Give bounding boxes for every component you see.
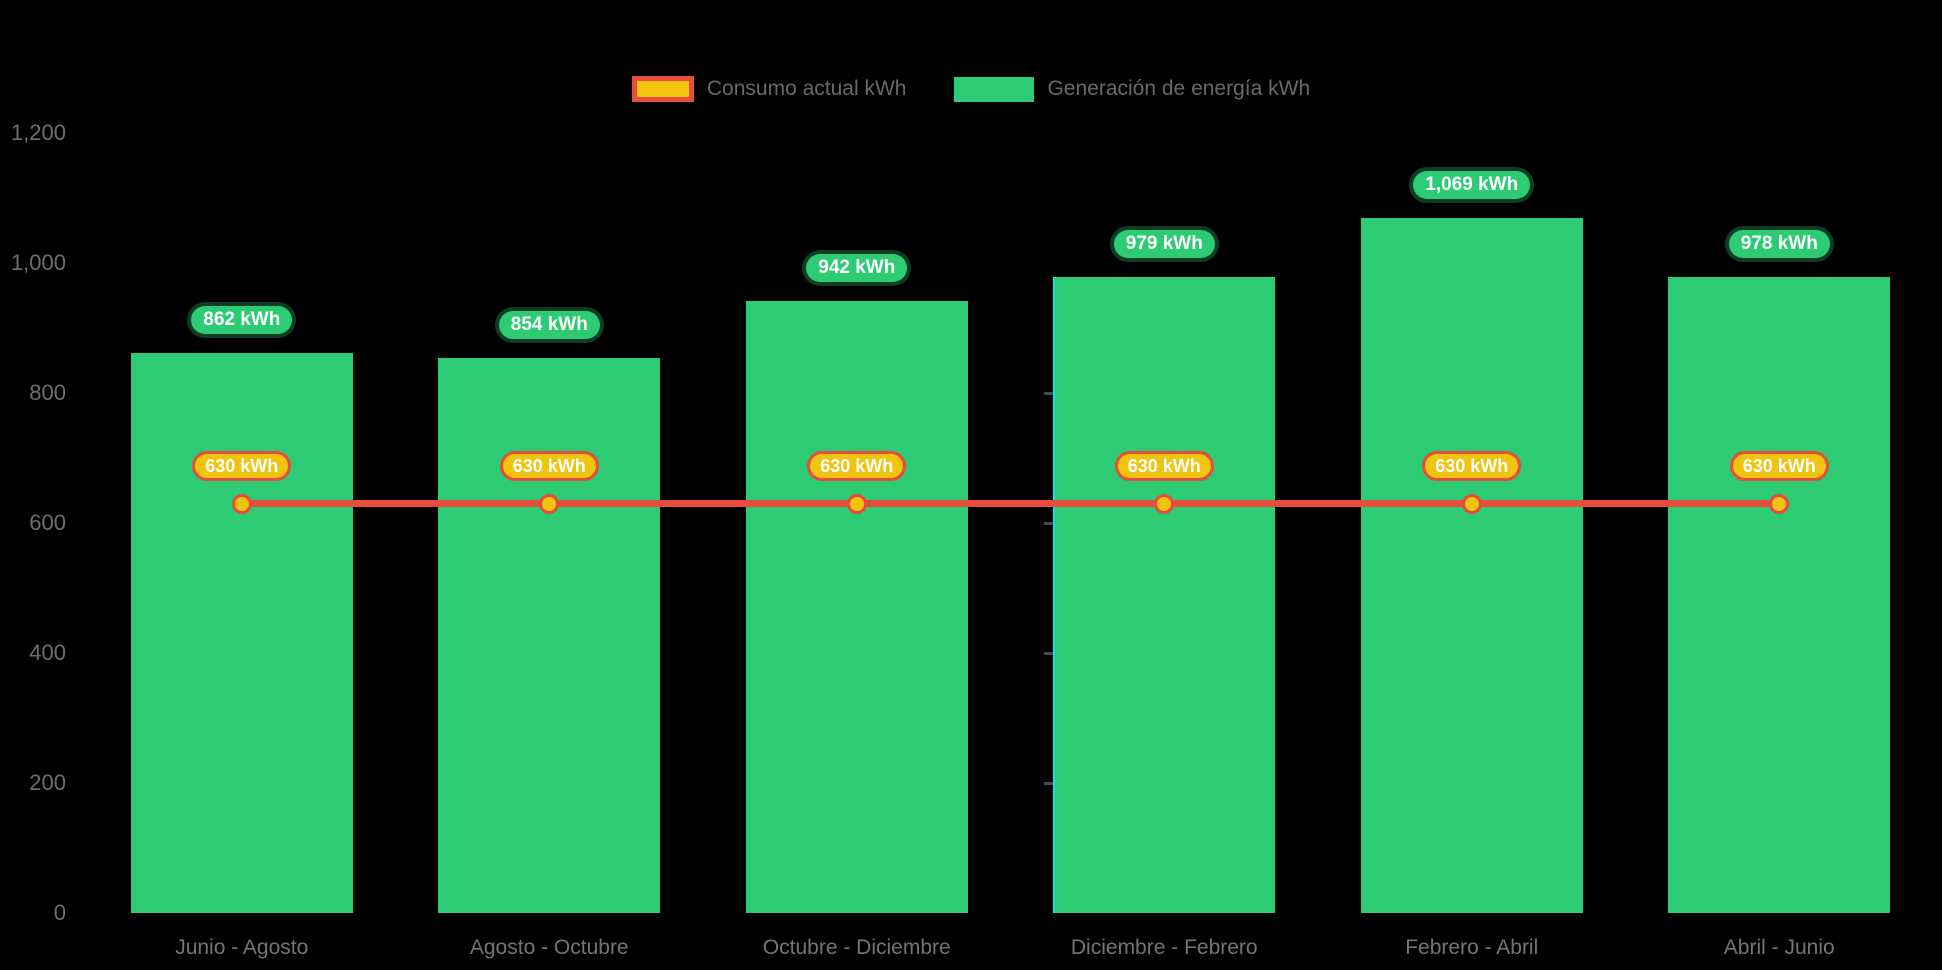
legend-label-generacion: Generación de energía kWh [1047, 77, 1311, 100]
stray-axis-tick [1044, 782, 1054, 785]
generation-bar[interactable] [1668, 277, 1891, 913]
consumption-value-badge: 630 kWh [1114, 450, 1214, 481]
y-axis-tick-label: 1,200 [10, 120, 66, 145]
consumption-value-badge: 630 kWh [499, 450, 599, 481]
consumption-point-marker[interactable] [846, 493, 867, 514]
x-axis-category-label: Agosto - Octubre [469, 936, 629, 959]
generation-bar[interactable] [438, 357, 661, 913]
y-axis-tick-label: 200 [29, 770, 66, 795]
stray-axis-tick [1044, 392, 1054, 395]
legend-item-consumo[interactable]: Consumo actual kWh [631, 76, 907, 102]
generation-value-badge: 942 kWh [806, 253, 908, 282]
stray-axis-tick [1044, 652, 1054, 655]
x-axis-category-label: Diciembre - Febrero [1070, 936, 1258, 959]
y-axis-tick-label: 1,000 [10, 250, 66, 275]
consumption-point-marker[interactable] [1154, 493, 1175, 514]
generation-bar[interactable] [1053, 276, 1276, 913]
y-axis-tick-label: 600 [29, 510, 66, 535]
legend: Consumo actual kWh Generación de energía… [0, 74, 1942, 104]
consumption-value-badge: 630 kWh [192, 450, 292, 481]
legend-item-generacion[interactable]: Generación de energía kWh [954, 76, 1311, 102]
stray-axis-line [1053, 276, 1056, 913]
x-axis-category-label: Febrero - Abril [1405, 936, 1539, 959]
generation-value-badge: 1,069 kWh [1413, 171, 1531, 200]
consumption-line[interactable] [241, 500, 1780, 507]
legend-swatch-generacion-icon [954, 76, 1035, 102]
generation-bar[interactable] [745, 300, 968, 913]
generation-value-badge: 979 kWh [1113, 229, 1215, 258]
consumption-value-badge: 630 kWh [807, 450, 907, 481]
generation-bar[interactable] [1360, 218, 1583, 913]
consumption-point-marker[interactable] [1769, 493, 1790, 514]
generation-bar[interactable] [130, 352, 353, 913]
generation-value-badge: 978 kWh [1728, 230, 1830, 259]
y-axis-tick-label: 0 [53, 900, 66, 925]
y-axis-tick-label: 800 [29, 380, 66, 405]
consumption-value-badge: 630 kWh [1422, 450, 1522, 481]
legend-swatch-consumo-icon [631, 76, 694, 102]
x-axis-category-label: Junio - Agosto [175, 936, 309, 959]
consumption-value-badge: 630 kWh [1729, 450, 1829, 481]
consumption-point-marker[interactable] [539, 493, 560, 514]
x-axis-category-label: Abril - Junio [1723, 936, 1835, 959]
consumption-point-marker[interactable] [231, 493, 252, 514]
y-axis-tick-label: 400 [29, 640, 66, 665]
x-axis-category-label: Octubre - Diciembre [762, 936, 951, 959]
consumption-point-marker[interactable] [1461, 493, 1482, 514]
generation-value-badge: 862 kWh [191, 305, 293, 334]
legend-label-consumo: Consumo actual kWh [706, 77, 907, 100]
generation-value-badge: 854 kWh [498, 310, 600, 339]
stray-axis-tick [1044, 522, 1054, 525]
